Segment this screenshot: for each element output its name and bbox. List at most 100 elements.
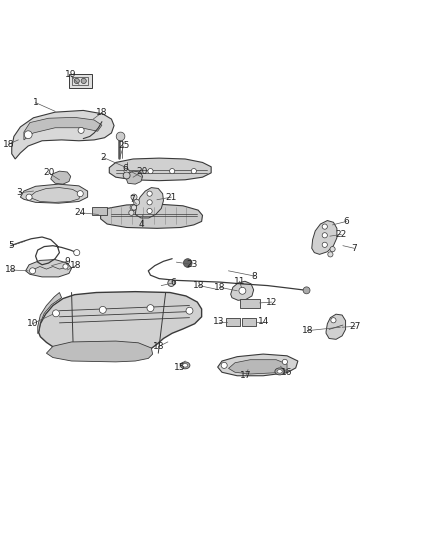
Circle shape bbox=[331, 318, 336, 323]
Polygon shape bbox=[51, 171, 71, 184]
Circle shape bbox=[147, 191, 152, 196]
Polygon shape bbox=[39, 292, 201, 356]
Circle shape bbox=[129, 210, 134, 215]
Text: 2: 2 bbox=[100, 153, 106, 161]
Circle shape bbox=[282, 359, 287, 365]
Text: 18: 18 bbox=[302, 326, 313, 335]
Circle shape bbox=[147, 208, 152, 214]
Circle shape bbox=[322, 233, 327, 238]
Circle shape bbox=[147, 305, 154, 312]
Text: 8: 8 bbox=[252, 271, 258, 280]
Bar bbox=[72, 77, 88, 85]
Polygon shape bbox=[312, 221, 337, 254]
Text: 9: 9 bbox=[64, 257, 70, 266]
Text: 10: 10 bbox=[27, 319, 38, 328]
Text: 21: 21 bbox=[166, 192, 177, 201]
Circle shape bbox=[184, 259, 192, 268]
Text: 18: 18 bbox=[3, 140, 14, 149]
Text: 6: 6 bbox=[343, 217, 350, 226]
Text: 18: 18 bbox=[96, 108, 108, 117]
Text: 18: 18 bbox=[70, 261, 81, 270]
Text: 15: 15 bbox=[174, 362, 186, 372]
Circle shape bbox=[131, 194, 137, 200]
Circle shape bbox=[29, 268, 35, 274]
Text: 7: 7 bbox=[129, 195, 135, 204]
Text: 25: 25 bbox=[118, 141, 129, 150]
Text: 18: 18 bbox=[5, 265, 17, 274]
Ellipse shape bbox=[183, 364, 188, 367]
Text: 22: 22 bbox=[336, 230, 347, 239]
Polygon shape bbox=[218, 354, 298, 376]
Polygon shape bbox=[101, 204, 202, 228]
Circle shape bbox=[74, 249, 80, 256]
Bar bbox=[242, 318, 256, 326]
Circle shape bbox=[77, 191, 83, 197]
Circle shape bbox=[123, 172, 130, 179]
Circle shape bbox=[191, 168, 196, 174]
Circle shape bbox=[25, 131, 32, 139]
Circle shape bbox=[131, 205, 137, 210]
Text: 7: 7 bbox=[351, 244, 357, 253]
Text: 19: 19 bbox=[64, 70, 76, 79]
Circle shape bbox=[186, 307, 193, 314]
Text: 4: 4 bbox=[139, 220, 145, 229]
Bar bbox=[92, 207, 107, 215]
Circle shape bbox=[78, 127, 84, 133]
Circle shape bbox=[81, 78, 86, 84]
Circle shape bbox=[239, 287, 246, 294]
Polygon shape bbox=[21, 184, 88, 203]
Bar bbox=[240, 298, 260, 308]
Circle shape bbox=[63, 264, 68, 269]
Text: 23: 23 bbox=[186, 260, 198, 269]
Polygon shape bbox=[127, 171, 143, 184]
Circle shape bbox=[322, 242, 327, 247]
Ellipse shape bbox=[180, 362, 190, 369]
Polygon shape bbox=[135, 188, 163, 218]
Text: 12: 12 bbox=[266, 297, 278, 306]
Circle shape bbox=[328, 252, 333, 257]
Circle shape bbox=[130, 205, 136, 211]
Polygon shape bbox=[110, 158, 211, 181]
Circle shape bbox=[330, 247, 335, 252]
Circle shape bbox=[170, 168, 175, 174]
Ellipse shape bbox=[275, 368, 284, 375]
Circle shape bbox=[53, 310, 60, 317]
Circle shape bbox=[99, 306, 106, 313]
Circle shape bbox=[303, 287, 310, 294]
Text: 18: 18 bbox=[153, 342, 165, 351]
Text: 11: 11 bbox=[233, 277, 245, 286]
Circle shape bbox=[168, 279, 175, 286]
Circle shape bbox=[124, 168, 129, 174]
Text: 18: 18 bbox=[214, 283, 226, 292]
Circle shape bbox=[322, 224, 327, 229]
Circle shape bbox=[74, 78, 79, 84]
Circle shape bbox=[147, 200, 152, 205]
Circle shape bbox=[221, 362, 227, 368]
Polygon shape bbox=[38, 293, 62, 334]
Bar bbox=[226, 318, 240, 326]
Text: 20: 20 bbox=[43, 168, 54, 177]
Text: 1: 1 bbox=[33, 98, 39, 107]
Text: 16: 16 bbox=[281, 368, 293, 377]
Text: 17: 17 bbox=[240, 372, 251, 380]
Text: 14: 14 bbox=[258, 318, 270, 327]
Text: 5: 5 bbox=[8, 241, 14, 250]
Polygon shape bbox=[231, 281, 254, 300]
Bar bbox=[69, 74, 92, 88]
Circle shape bbox=[116, 132, 125, 141]
Text: 13: 13 bbox=[213, 318, 225, 327]
Text: 20: 20 bbox=[136, 167, 148, 176]
Text: 27: 27 bbox=[350, 322, 361, 331]
Polygon shape bbox=[46, 341, 152, 362]
Polygon shape bbox=[24, 117, 102, 140]
Text: 3: 3 bbox=[17, 188, 22, 197]
Text: 24: 24 bbox=[74, 208, 86, 217]
Text: 6: 6 bbox=[170, 278, 176, 287]
Polygon shape bbox=[326, 314, 346, 340]
Text: 18: 18 bbox=[193, 281, 205, 290]
Circle shape bbox=[134, 199, 140, 205]
Polygon shape bbox=[229, 360, 287, 374]
Polygon shape bbox=[12, 110, 114, 159]
Ellipse shape bbox=[277, 370, 282, 373]
Circle shape bbox=[26, 194, 32, 200]
